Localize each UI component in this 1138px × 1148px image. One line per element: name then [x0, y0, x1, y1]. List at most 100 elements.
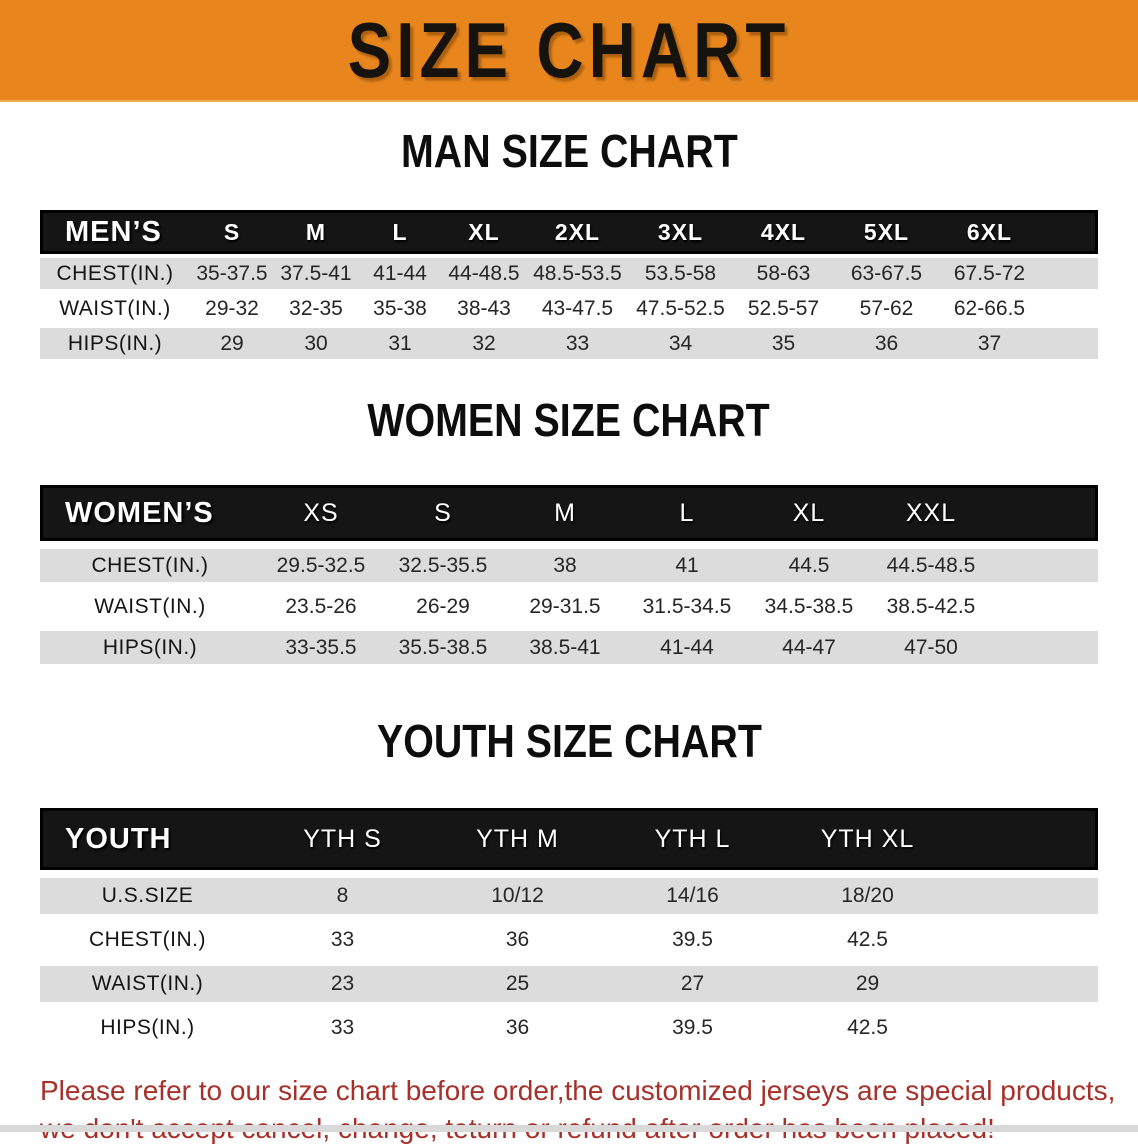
size-value-cell: 36: [835, 328, 938, 359]
measure-label-cell: HIPS(IN.): [40, 1010, 255, 1046]
size-table-row: CHEST(IN.) 29.5-32.5 32.5-35.5 38 41 44.5 44.5…: [40, 549, 1098, 582]
size-value-cell: 29-32: [190, 293, 274, 324]
header-filler-cell: [955, 808, 1098, 870]
row-filler-cell: [1041, 258, 1098, 289]
size-column-header: YTH M: [430, 808, 605, 870]
size-column-header: 6XL: [938, 210, 1041, 254]
size-value-cell: 67.5-72: [938, 258, 1041, 289]
size-column-header: M: [504, 485, 626, 541]
size-value-cell: 37.5-41: [274, 258, 358, 289]
bottom-strip: [0, 1125, 1138, 1132]
size-value-cell: 30: [274, 328, 358, 359]
size-value-cell: 38.5-41: [504, 631, 626, 664]
row-filler-cell: [955, 966, 1098, 1002]
row-filler-cell: [1041, 328, 1098, 359]
size-value-cell: 8: [255, 878, 430, 914]
size-column-header: L: [626, 485, 748, 541]
measure-label-cell: CHEST(IN.): [40, 549, 260, 582]
size-value-cell: 38: [504, 549, 626, 582]
measure-label-cell: HIPS(IN.): [40, 328, 190, 359]
size-value-cell: 25: [430, 966, 605, 1002]
size-column-header: 4XL: [732, 210, 835, 254]
row-filler-cell: [992, 590, 1098, 623]
men-section-heading-text: MAN SIZE CHART: [400, 124, 738, 178]
size-value-cell: 14/16: [605, 878, 780, 914]
size-value-cell: 63-67.5: [835, 258, 938, 289]
size-value-cell: 34: [629, 328, 732, 359]
size-table-header-row: WOMEN’S XS S M L XL XXL: [40, 485, 1098, 541]
size-table-row: HIPS(IN.) 33 36 39.5 42.5: [40, 1010, 1098, 1046]
youth-section: YOUTH SIZE CHART YOUTH YTH S YTH M YTH L YTH…: [0, 714, 1138, 1054]
size-table-header-row: YOUTH YTH S YTH M YTH L YTH XL: [40, 808, 1098, 870]
size-value-cell: 35-37.5: [190, 258, 274, 289]
women-size-table: WOMEN’S XS S M L XL XXL CHEST(IN.) 29.5-32.5 32.5…: [40, 477, 1098, 672]
men-section: MAN SIZE CHART MEN’S S M L XL 2XL 3XL 4XL 5XL 6XL…: [0, 124, 1138, 363]
size-value-cell: 39.5: [605, 1010, 780, 1046]
size-value-cell: 32-35: [274, 293, 358, 324]
size-value-cell: 36: [430, 922, 605, 958]
women-section-heading: WOMEN SIZE CHART: [0, 393, 1138, 453]
size-column-header: XL: [748, 485, 870, 541]
size-value-cell: 62-66.5: [938, 293, 1041, 324]
header-filler-cell: [1041, 210, 1098, 254]
size-value-cell: 57-62: [835, 293, 938, 324]
size-table-row: WAIST(IN.) 29-32 32-35 35-38 38-43 43-47.5 47.…: [40, 293, 1098, 324]
footer-line-1: Please refer to our size chart before or…: [40, 1075, 1116, 1106]
size-value-cell: 31.5-34.5: [626, 590, 748, 623]
men-section-heading: MAN SIZE CHART: [0, 124, 1138, 184]
size-value-cell: 44-48.5: [442, 258, 526, 289]
size-value-cell: 38-43: [442, 293, 526, 324]
size-value-cell: 44.5-48.5: [870, 549, 992, 582]
size-value-cell: 41: [626, 549, 748, 582]
size-value-cell: 33: [255, 922, 430, 958]
women-section-heading-text: WOMEN SIZE CHART: [367, 393, 771, 447]
size-chart-banner: SIZE CHART: [0, 0, 1138, 102]
size-value-cell: 29-31.5: [504, 590, 626, 623]
table-corner-label: YOUTH: [40, 808, 255, 870]
banner-title: SIZE CHART: [347, 6, 791, 94]
women-section: WOMEN SIZE CHART WOMEN’S XS S M L XL XXL CHEST(…: [0, 393, 1138, 672]
size-value-cell: 32.5-35.5: [382, 549, 504, 582]
size-value-cell: 35: [732, 328, 835, 359]
size-value-cell: 27: [605, 966, 780, 1002]
size-table-row: CHEST(IN.) 33 36 39.5 42.5: [40, 922, 1098, 958]
measure-label-cell: U.S.SIZE: [40, 878, 255, 914]
size-value-cell: 39.5: [605, 922, 780, 958]
size-column-header: 3XL: [629, 210, 732, 254]
size-table-row: HIPS(IN.) 29 30 31 32 33 34 35 36 37: [40, 328, 1098, 359]
footer-note: Please refer to our size chart before or…: [40, 1072, 1138, 1148]
size-column-header: S: [190, 210, 274, 254]
size-column-header: YTH S: [255, 808, 430, 870]
measure-label-cell: WAIST(IN.): [40, 293, 190, 324]
size-value-cell: 42.5: [780, 922, 955, 958]
size-column-header: L: [358, 210, 442, 254]
size-column-header: XXL: [870, 485, 992, 541]
men-size-table: MEN’S S M L XL 2XL 3XL 4XL 5XL 6XL CHEST(IN.) 35-37…: [40, 206, 1098, 363]
size-value-cell: 47-50: [870, 631, 992, 664]
size-value-cell: 43-47.5: [526, 293, 629, 324]
size-value-cell: 33-35.5: [260, 631, 382, 664]
size-table-header-row: MEN’S S M L XL 2XL 3XL 4XL 5XL 6XL: [40, 210, 1098, 254]
youth-section-heading-text: YOUTH SIZE CHART: [376, 714, 762, 768]
size-value-cell: 32: [442, 328, 526, 359]
size-value-cell: 53.5-58: [629, 258, 732, 289]
size-value-cell: 26-29: [382, 590, 504, 623]
row-filler-cell: [992, 631, 1098, 664]
size-value-cell: 44.5: [748, 549, 870, 582]
size-value-cell: 44-47: [748, 631, 870, 664]
size-column-header: S: [382, 485, 504, 541]
size-column-header: M: [274, 210, 358, 254]
table-corner-label: MEN’S: [40, 210, 190, 254]
size-value-cell: 23: [255, 966, 430, 1002]
size-value-cell: 29.5-32.5: [260, 549, 382, 582]
measure-label-cell: CHEST(IN.): [40, 258, 190, 289]
size-value-cell: 42.5: [780, 1010, 955, 1046]
row-filler-cell: [955, 878, 1098, 914]
size-table-row: CHEST(IN.) 35-37.5 37.5-41 41-44 44-48.5 48.5…: [40, 258, 1098, 289]
size-value-cell: 52.5-57: [732, 293, 835, 324]
size-column-header: XL: [442, 210, 526, 254]
size-value-cell: 38.5-42.5: [870, 590, 992, 623]
size-value-cell: 29: [780, 966, 955, 1002]
size-value-cell: 31: [358, 328, 442, 359]
measure-label-cell: WAIST(IN.): [40, 590, 260, 623]
